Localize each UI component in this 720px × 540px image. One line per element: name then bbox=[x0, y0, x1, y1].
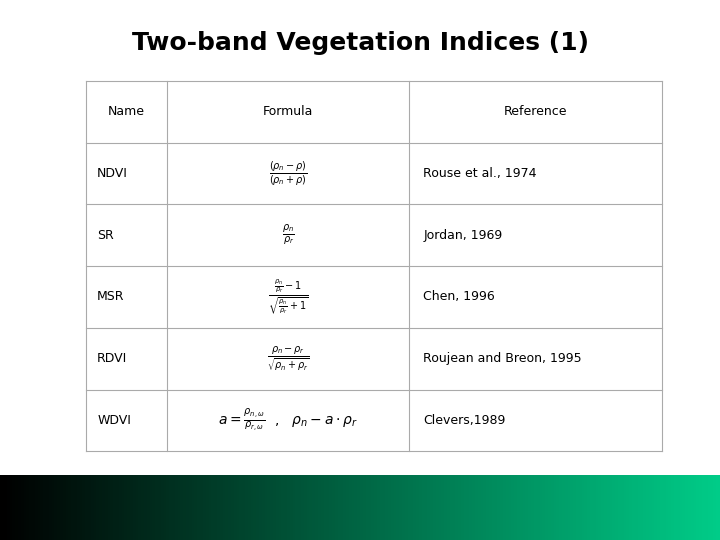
Text: WDVI: WDVI bbox=[97, 414, 131, 427]
Text: Chen, 1996: Chen, 1996 bbox=[423, 291, 495, 303]
Text: Name: Name bbox=[108, 105, 145, 118]
Text: MSR: MSR bbox=[97, 291, 125, 303]
Text: $\frac{\frac{\rho_n}{\rho_r} - 1}{\sqrt{\frac{\rho_n}{\rho_r} + 1}}$: $\frac{\frac{\rho_n}{\rho_r} - 1}{\sqrt{… bbox=[268, 278, 308, 316]
Text: Jordan, 1969: Jordan, 1969 bbox=[423, 228, 503, 241]
Text: Formula: Formula bbox=[263, 105, 313, 118]
Text: $\frac{\rho_n - \rho_r}{\sqrt{\rho_n + \rho_r}}$: $\frac{\rho_n - \rho_r}{\sqrt{\rho_n + \… bbox=[266, 344, 310, 373]
Text: Rouse et al., 1974: Rouse et al., 1974 bbox=[423, 167, 537, 180]
Text: NDVI: NDVI bbox=[97, 167, 128, 180]
Text: Two-band Vegetation Indices (1): Two-band Vegetation Indices (1) bbox=[132, 31, 588, 55]
Text: Reference: Reference bbox=[504, 105, 567, 118]
Text: Roujean and Breon, 1995: Roujean and Breon, 1995 bbox=[423, 352, 582, 365]
Text: $a = \frac{\rho_{n,\omega}}{\rho_{r,\omega}}$  ,   $\rho_n - a \cdot \rho_r$: $a = \frac{\rho_{n,\omega}}{\rho_{r,\ome… bbox=[218, 408, 358, 433]
Text: $\frac{\rho_n}{\rho_r}$: $\frac{\rho_n}{\rho_r}$ bbox=[282, 223, 294, 247]
Text: $\frac{(\rho_n - \rho)}{(\rho_n + \rho)}$: $\frac{(\rho_n - \rho)}{(\rho_n + \rho)}… bbox=[269, 159, 307, 187]
Text: Clevers,1989: Clevers,1989 bbox=[423, 414, 505, 427]
Text: SR: SR bbox=[97, 228, 114, 241]
Text: RDVI: RDVI bbox=[97, 352, 127, 365]
